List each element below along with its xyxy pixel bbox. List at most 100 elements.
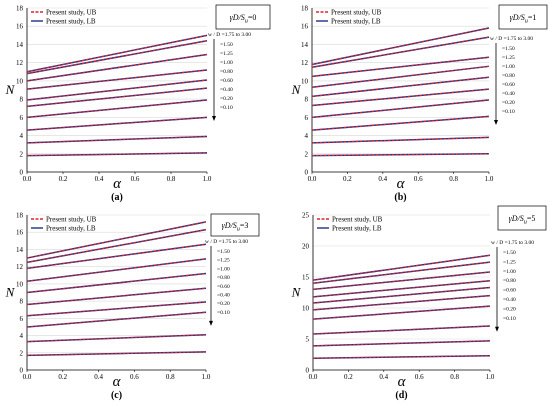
series-line-ub	[312, 286, 491, 304]
series-line-ub	[26, 258, 207, 282]
x-tick-label: 0.2	[58, 373, 67, 381]
y-tick-label: 12	[16, 263, 24, 271]
x-axis-label: α	[113, 374, 122, 390]
panel-caption: (b)	[394, 192, 406, 203]
annotation-header: w / D =1.75 to 3.00	[208, 32, 251, 38]
x-tick-label: 0.0	[23, 373, 32, 381]
y-tick-label: 6	[20, 114, 24, 122]
series-line-ub	[312, 355, 491, 359]
series-line-ub	[26, 273, 207, 294]
series-line-ub	[26, 287, 207, 306]
series-line-lb	[26, 228, 207, 264]
x-tick-label: 0.8	[449, 175, 458, 183]
legend-label-ub: Present study, UB	[46, 216, 97, 224]
chart-panel-c: 0 2 4 6 8 10 12 14 16 18 0.0 0.2 0.4 0.6 0.8 1.0 Nα Prese…	[5, 212, 260, 401]
y-tick-label: 4	[20, 332, 24, 340]
y-tick-label: 6	[20, 315, 24, 323]
legend-label-lb: Present study, LB	[332, 225, 382, 233]
legend-label-ub: Present study, UB	[331, 9, 382, 17]
y-tick-label: 18	[301, 5, 309, 13]
annotation-value: =0.80	[502, 73, 515, 79]
annotation-value: =0.20	[503, 306, 516, 312]
x-tick-label: 0.4	[379, 373, 388, 381]
ratio-label: γD/Su=0	[230, 13, 257, 25]
annotation-value: =0.40	[217, 293, 230, 299]
y-tick-label: 14	[16, 41, 24, 49]
annotation-value: =1.50	[220, 42, 233, 48]
legend-label-lb: Present study, LB	[331, 18, 381, 26]
arrowhead-icon	[209, 320, 213, 326]
y-tick-label: 10	[16, 77, 24, 85]
y-tick-label: 4	[20, 132, 24, 140]
y-axis-label: N	[291, 285, 302, 300]
series-line-ub	[26, 334, 207, 343]
series-line-ub	[26, 221, 207, 259]
series-line-ub	[26, 87, 208, 107]
x-tick-label: 1.0	[485, 175, 494, 183]
series-line-ub	[26, 40, 208, 75]
x-tick-label: 1.0	[486, 373, 495, 381]
x-tick-label: 0.2	[344, 373, 353, 381]
series-line-ub	[26, 301, 207, 317]
y-tick-label: 0	[305, 169, 309, 177]
series-line-ub	[311, 27, 490, 66]
legend-label-lb: Present study, LB	[46, 225, 96, 233]
annotation-value: =0.60	[220, 78, 233, 84]
annotation-value: =0.60	[502, 82, 515, 88]
annotation-value: =0.80	[503, 278, 516, 284]
annotation-value: =1.50	[503, 250, 516, 256]
x-tick-label: 0.8	[167, 175, 176, 183]
x-tick-label: 0.4	[94, 373, 103, 381]
series-line-ub	[312, 325, 491, 335]
annotation-value: =0.40	[220, 87, 233, 93]
panel-caption: (d)	[395, 390, 407, 401]
annotation-value: =1.25	[503, 259, 516, 265]
series-line-ub	[311, 65, 490, 88]
y-tick-label: 8	[305, 96, 309, 104]
arrowhead-icon	[212, 116, 216, 121]
x-tick-label: 1.0	[202, 373, 211, 381]
annotation-value: =0.10	[220, 105, 233, 111]
annotation-value: =1.50	[502, 46, 515, 52]
ratio-label-sub: u	[525, 19, 528, 25]
ratio-label-value: =5	[527, 214, 536, 223]
series-line-ub	[311, 115, 490, 131]
y-tick-label: 8	[20, 298, 24, 306]
y-tick-label: 4	[305, 132, 309, 140]
x-tick-label: 0.4	[378, 175, 387, 183]
ratio-label: γD/Su=1	[510, 13, 537, 25]
x-axis-label: α	[113, 176, 122, 192]
series-line-ub	[312, 305, 491, 320]
annotation-value: =1.00	[220, 60, 233, 66]
series-line-ub	[311, 36, 490, 68]
y-tick-label: 10	[16, 280, 24, 288]
y-axis-label: N	[5, 285, 16, 300]
arrowhead-icon	[494, 120, 498, 125]
panel-caption: (a)	[111, 192, 123, 203]
series-line-ub	[311, 88, 490, 107]
chart-panel-a: 0 2 4 6 8 10 12 14 16 18 0.0 0.2 0.4 0.6 0.8 1.0 Nα Prese…	[5, 5, 271, 203]
series-line-lb	[26, 40, 208, 75]
y-tick-label: 18	[16, 212, 24, 220]
ratio-label: γD/Su=3	[222, 221, 249, 233]
annotation-value: =1.00	[502, 64, 515, 70]
legend-label-lb: Present study, LB	[46, 18, 96, 26]
x-tick-label: 0.4	[95, 175, 104, 183]
annotation-value: =0.10	[503, 316, 516, 322]
series-line-ub	[311, 153, 490, 157]
y-tick-label: 16	[16, 23, 24, 31]
y-tick-label: 12	[301, 59, 309, 67]
x-tick-label: 0.6	[414, 175, 423, 183]
series-line-ub	[312, 340, 491, 347]
chart-panel-d: 0 5 10 15 20 25 0.0 0.2 0.4 0.6 0.8 1.0 Nα Present st…	[291, 205, 547, 401]
annotation-value: =1.50	[217, 249, 230, 255]
series-line-ub	[26, 69, 208, 90]
series-line-ub	[26, 311, 207, 328]
ratio-label-main: γD/S	[509, 214, 524, 223]
series-line-ub	[26, 79, 208, 101]
annotation-value: =1.25	[220, 51, 233, 57]
y-tick-label: 2	[20, 349, 24, 357]
ratio-label-value: =0	[248, 13, 257, 22]
y-tick-label: 16	[16, 229, 24, 237]
